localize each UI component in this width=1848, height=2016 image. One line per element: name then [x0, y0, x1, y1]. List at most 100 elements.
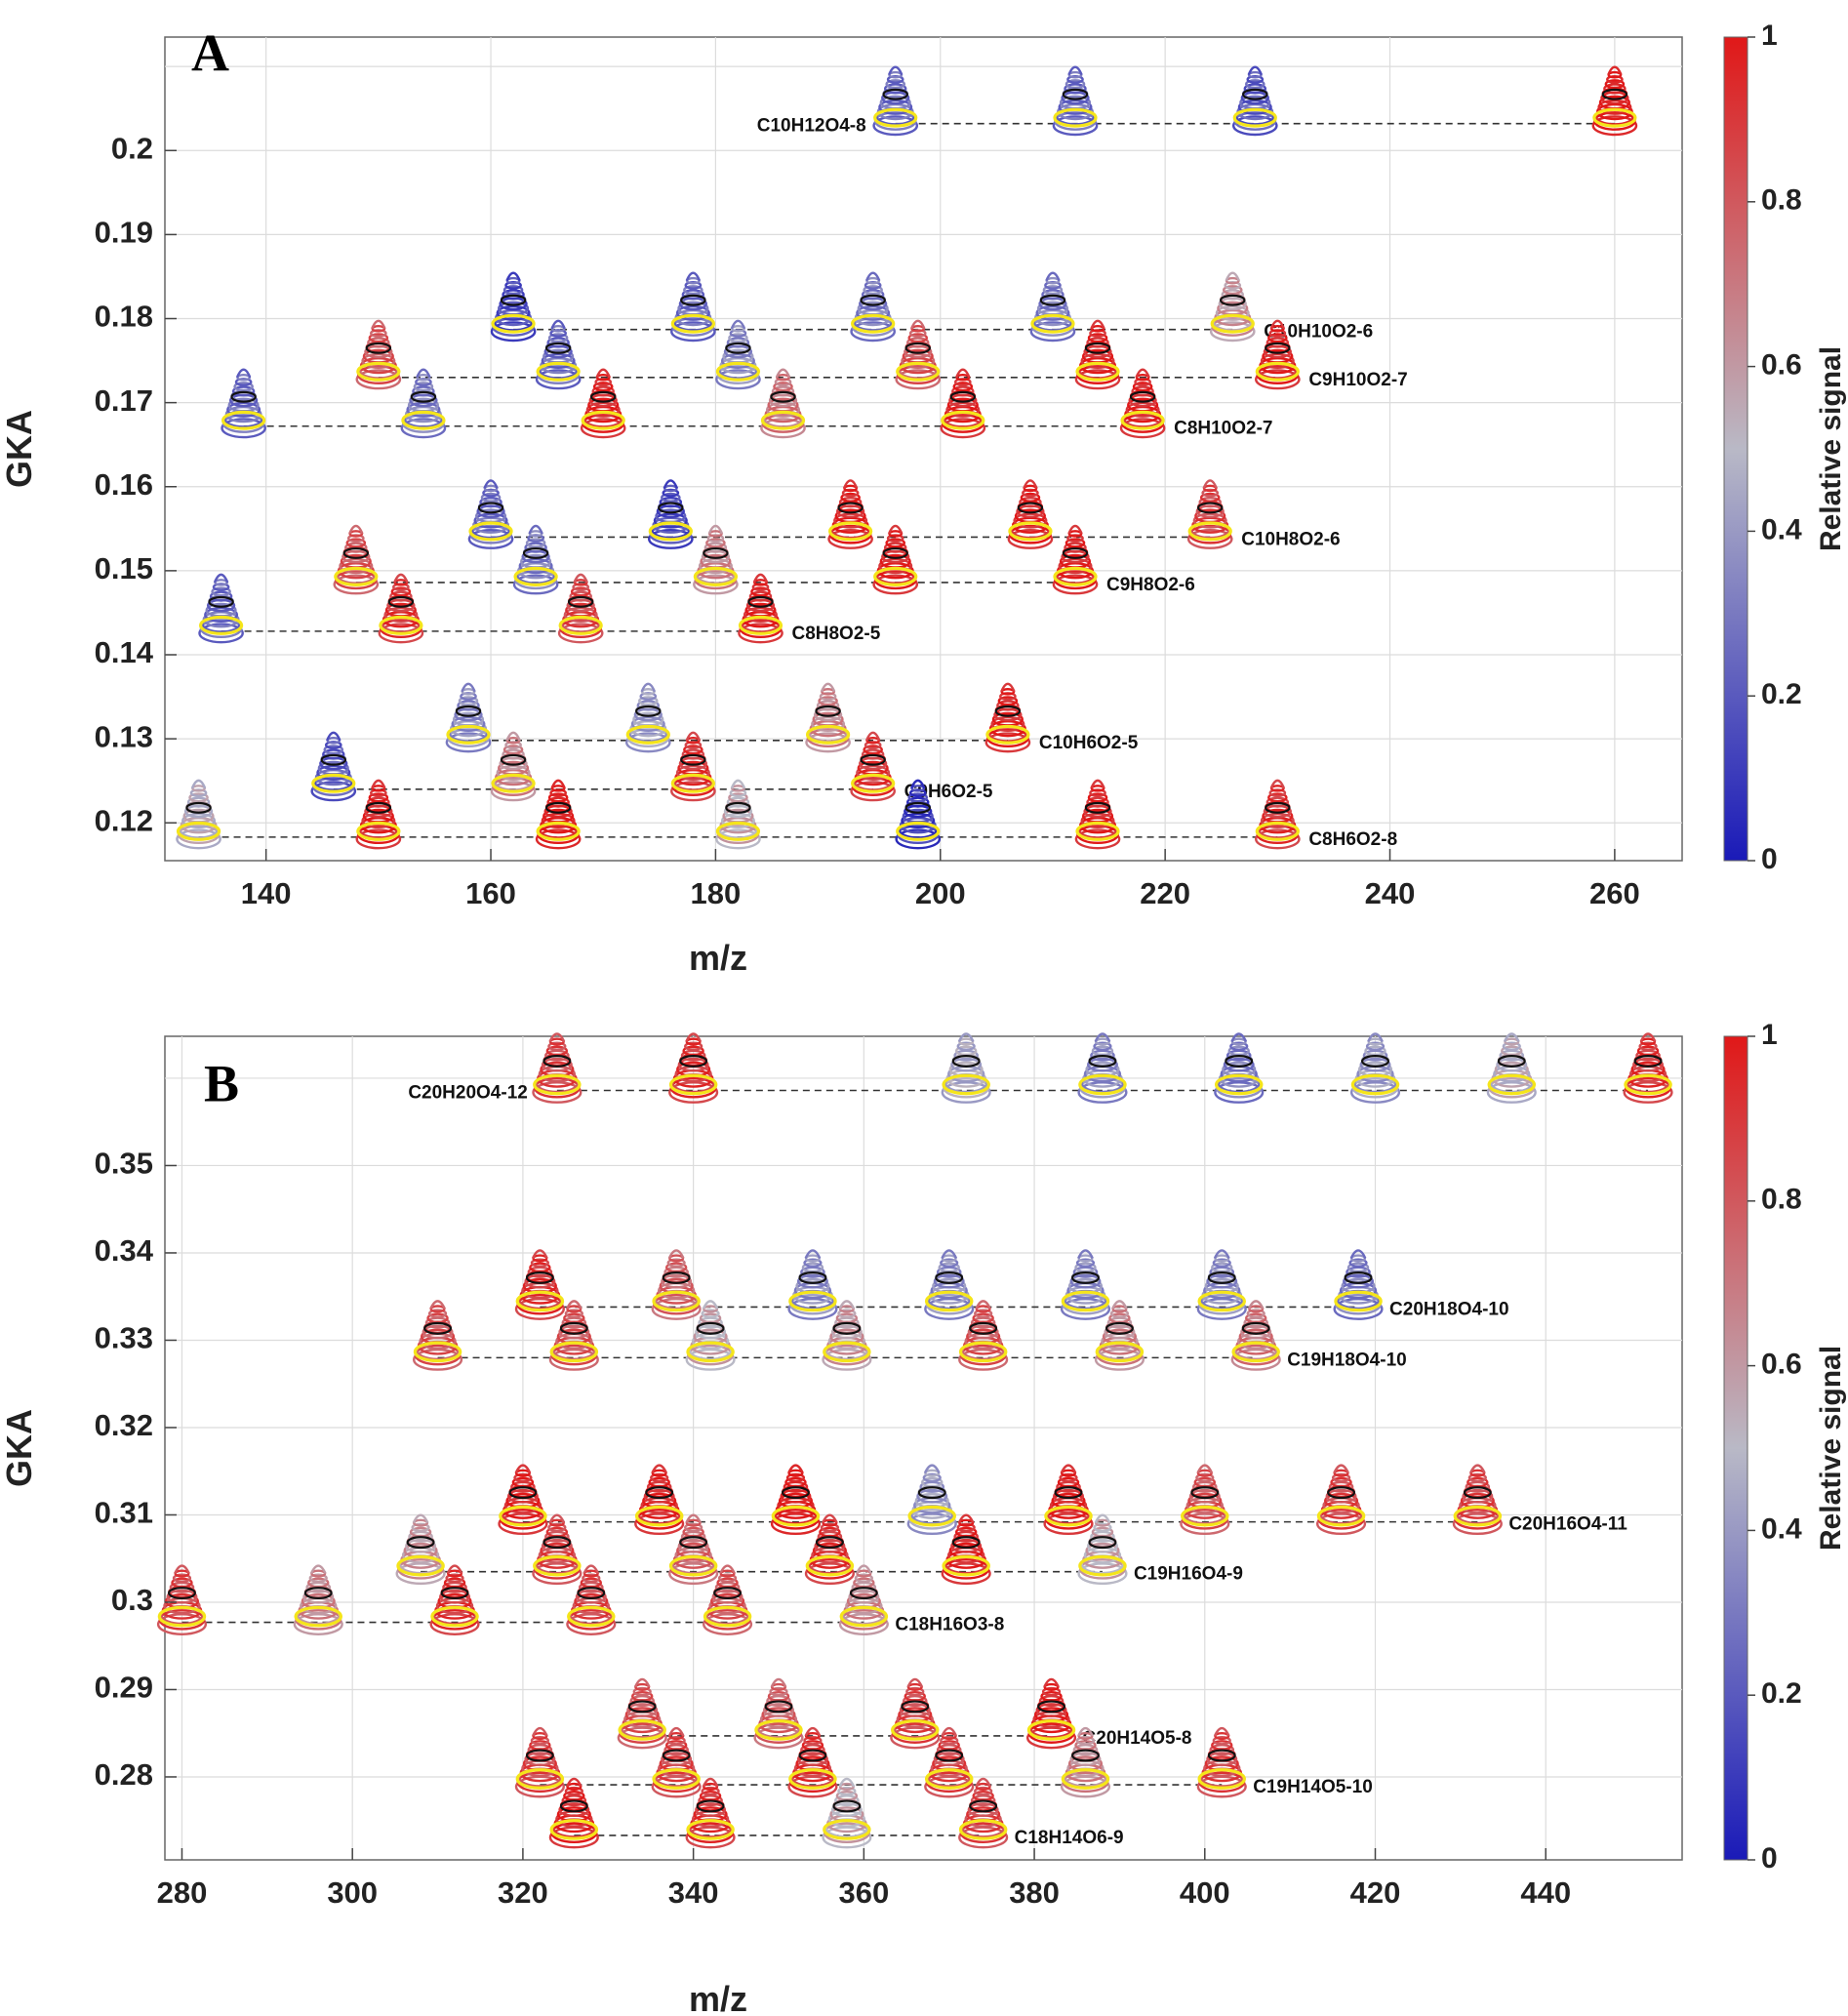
panel-b-ylabel: GKA	[0, 1409, 39, 1487]
data-marker	[670, 731, 716, 802]
data-marker	[850, 731, 896, 802]
panel-b-series: C20H20O4-12 C20H18O4-10 C19H18O4-10 C20H16O…	[156, 1032, 1673, 1849]
series-c20h16o4-11: C20H16O4-11	[498, 1464, 1627, 1536]
series-label: C8H8O2-5	[791, 624, 880, 644]
y-tick-label: 0.17	[95, 383, 153, 418]
data-marker	[1060, 1249, 1111, 1320]
data-marker	[498, 1464, 548, 1536]
colorbar-tick-label: 0.6	[1761, 349, 1802, 382]
data-marker	[770, 1464, 822, 1536]
series-label: C20H18O4-10	[1389, 1299, 1509, 1319]
data-marker	[651, 1726, 702, 1798]
series-c19h14o5-10: C19H14O5-10	[514, 1726, 1373, 1798]
data-marker	[984, 682, 1031, 753]
series-label: C8H10O2-7	[1174, 419, 1272, 439]
series-label: C9H10O2-7	[1308, 370, 1407, 390]
series-c20h18o4-10: C20H18O4-10	[514, 1249, 1509, 1320]
colorbar-tick-label: 0.2	[1761, 1677, 1802, 1710]
series-label: C18H14O6-9	[1015, 1828, 1124, 1848]
data-marker	[429, 1564, 480, 1635]
series-c8h8o2-5: C8H8O2-5	[198, 573, 881, 644]
series-label: C18H16O3-8	[895, 1615, 1004, 1635]
series-label: C8H6O2-8	[1308, 829, 1397, 850]
data-marker	[634, 1464, 685, 1536]
data-marker	[760, 368, 806, 439]
panel-b-colorbar-title: Relative signal	[1815, 1346, 1847, 1551]
data-marker	[198, 573, 244, 644]
panel-b: C20H20O4-12 C20H18O4-10 C19H18O4-10 C20H16O…	[0, 1019, 1847, 2016]
data-marker	[1349, 1032, 1401, 1104]
panel-b-xlabel: m/z	[689, 1979, 747, 2016]
y-tick-label: 0.28	[95, 1757, 153, 1792]
data-marker	[787, 1726, 838, 1798]
y-tick-label: 0.12	[95, 803, 153, 837]
data-marker	[890, 1677, 941, 1750]
series-label: C20H20O4-12	[408, 1082, 528, 1103]
panel-a-xlabel: m/z	[689, 938, 747, 978]
data-marker	[895, 319, 942, 390]
data-marker	[395, 1513, 446, 1586]
data-marker	[1060, 1726, 1111, 1798]
x-tick-label: 220	[1140, 876, 1190, 910]
data-marker	[557, 573, 604, 644]
panel-b-letter: B	[204, 1054, 239, 1112]
data-marker	[1029, 271, 1076, 343]
x-tick-label: 360	[838, 1875, 889, 1910]
data-marker	[1025, 1677, 1077, 1750]
data-marker	[1333, 1249, 1384, 1320]
data-marker	[1196, 1249, 1247, 1320]
data-marker	[1052, 524, 1099, 595]
data-marker	[1230, 1300, 1281, 1371]
data-marker	[467, 479, 514, 549]
x-tick-label: 400	[1180, 1875, 1230, 1910]
data-marker	[378, 573, 424, 644]
data-marker	[895, 779, 942, 850]
series-c18h16o3-8: C18H16O3-8	[156, 1564, 1004, 1635]
colorbar-tick-label: 0.6	[1761, 1349, 1802, 1381]
series-label: C20H14O5-8	[1083, 1728, 1192, 1749]
data-marker	[1316, 1464, 1367, 1536]
y-tick-label: 0.34	[95, 1233, 154, 1268]
y-tick-label: 0.16	[95, 467, 153, 502]
x-tick-label: 420	[1350, 1875, 1401, 1910]
data-marker	[566, 1564, 617, 1635]
data-marker	[514, 1249, 565, 1320]
colorbar-tick-label: 0	[1761, 843, 1778, 875]
data-marker	[617, 1677, 667, 1750]
data-marker	[532, 1513, 583, 1586]
data-marker	[1452, 1464, 1503, 1536]
data-marker	[872, 65, 919, 137]
data-marker	[838, 1564, 889, 1635]
data-marker	[685, 1777, 736, 1849]
data-marker	[1043, 1464, 1094, 1536]
data-marker	[1255, 319, 1301, 390]
data-marker	[1231, 65, 1278, 137]
data-marker	[693, 524, 739, 595]
panel-a-colorbar-ticks: 0 0.2 0.4 0.6 0.8 1	[1748, 20, 1802, 875]
series-label: C20H16O4-11	[1508, 1514, 1627, 1535]
data-marker	[753, 1677, 804, 1750]
data-marker	[1486, 1032, 1537, 1104]
series-label: C10H12O4-8	[757, 116, 866, 137]
colorbar-tick-label: 1	[1761, 20, 1778, 52]
data-marker	[1180, 1464, 1230, 1536]
data-marker	[293, 1564, 343, 1635]
data-marker	[514, 1726, 565, 1798]
x-tick-label: 200	[915, 876, 966, 910]
data-marker	[822, 1300, 872, 1371]
data-marker	[1077, 1513, 1128, 1586]
data-marker	[400, 368, 447, 439]
series-c19h16o4-9: C19H16O4-9	[395, 1513, 1243, 1586]
data-marker	[490, 731, 537, 802]
panel-a-colorbar	[1723, 36, 1748, 862]
data-marker	[445, 682, 492, 753]
colorbar-tick-label: 0.4	[1761, 513, 1802, 545]
data-marker	[685, 1300, 736, 1371]
x-tick-label: 280	[157, 1875, 208, 1910]
series-c18h14o6-9: C18H14O6-9	[548, 1777, 1124, 1849]
data-marker	[1077, 1032, 1128, 1104]
y-tick-label: 0.15	[95, 551, 153, 585]
data-marker	[958, 1300, 1009, 1371]
data-marker	[941, 1513, 991, 1586]
